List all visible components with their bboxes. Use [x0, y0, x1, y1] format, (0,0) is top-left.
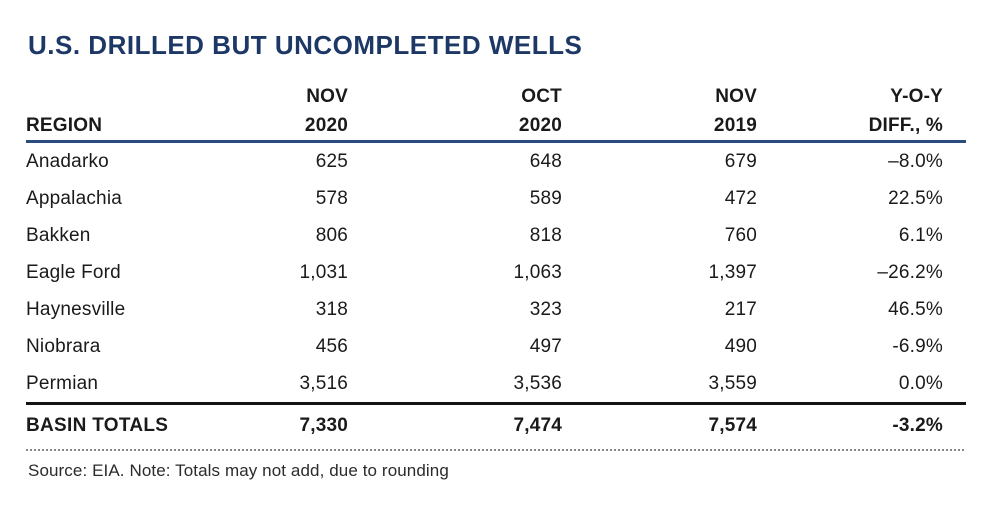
oct-2020-cell: 1,063: [513, 261, 562, 283]
totals-label: BASIN TOTALS: [26, 402, 216, 446]
region-cell: Permian: [26, 372, 99, 394]
duc-wells-table: REGION NOV 2020 OCT 2020 NOV 2019 Y-O-Y …: [26, 82, 966, 446]
totals-row: BASIN TOTALS 7,330 7,474 7,574 -3.2%: [26, 402, 966, 446]
oct-2020-cell: 589: [529, 187, 562, 209]
column-header-yoy-line2: DIFF., %: [868, 115, 943, 136]
nov-2020-cell: 578: [315, 187, 348, 209]
totals-nov-2019-cell: 7,574: [562, 402, 757, 446]
nov-2020-cell: 456: [315, 335, 348, 357]
column-header-region: REGION: [26, 82, 216, 143]
column-header-nov-2020: NOV 2020: [216, 82, 348, 143]
region-cell: Appalachia: [26, 187, 123, 209]
table-row-haynesville: Haynesville 318 323 217 46.5%: [26, 291, 966, 328]
region-cell: Haynesville: [26, 298, 126, 320]
yoy-diff-cell: 22.5%: [888, 187, 943, 209]
table-row-eagle-ford: Eagle Ford 1,031 1,063 1,397 –26.2%: [26, 254, 966, 291]
nov-2019-cell: 760: [724, 224, 757, 246]
nov-2020-cell: 318: [315, 298, 348, 320]
oct-2020-cell: 818: [529, 224, 562, 246]
column-header-nov-2019: NOV 2019: [562, 82, 757, 143]
region-cell: Anadarko: [26, 150, 109, 172]
column-header-oct-2020: OCT 2020: [348, 82, 562, 143]
table-row-anadarko: Anadarko 625 648 679 –8.0%: [26, 142, 966, 181]
nov-2019-cell: 1,397: [708, 261, 757, 283]
column-header-nov-2020-line2: 2020: [304, 115, 348, 136]
dotted-divider: [26, 449, 966, 451]
yoy-diff-cell: –26.2%: [877, 261, 943, 283]
oct-2020-cell: 497: [529, 335, 562, 357]
column-header-yoy-line1: Y-O-Y: [890, 86, 943, 107]
oct-2020-cell: 3,536: [513, 372, 562, 394]
totals-oct-2020-cell: 7,474: [348, 402, 562, 446]
nov-2019-cell: 217: [724, 298, 757, 320]
column-header-yoy-diff: Y-O-Y DIFF., %: [757, 82, 966, 143]
oct-2020-cell: 323: [529, 298, 562, 320]
nov-2019-cell: 472: [724, 187, 757, 209]
nov-2020-cell: 1,031: [299, 261, 348, 283]
totals-yoy-diff-cell: -3.2%: [757, 402, 966, 446]
yoy-diff-cell: –8.0%: [888, 150, 943, 172]
yoy-diff-cell: 6.1%: [898, 224, 943, 246]
nov-2020-cell: 3,516: [299, 372, 348, 394]
column-header-nov-2020-line1: NOV: [306, 86, 348, 107]
yoy-diff-cell: 0.0%: [898, 372, 943, 394]
region-cell: Niobrara: [26, 335, 101, 357]
column-header-nov-2019-line1: NOV: [715, 86, 757, 107]
yoy-diff-cell: 46.5%: [888, 298, 943, 320]
table-row-niobrara: Niobrara 456 497 490 -6.9%: [26, 328, 966, 365]
yoy-diff-cell: -6.9%: [892, 335, 943, 357]
region-cell: Eagle Ford: [26, 261, 121, 283]
nov-2020-cell: 806: [315, 224, 348, 246]
nov-2019-cell: 679: [724, 150, 757, 172]
table-row-permian: Permian 3,516 3,536 3,559 0.0%: [26, 365, 966, 404]
region-cell: Bakken: [26, 224, 91, 246]
nov-2019-cell: 490: [724, 335, 757, 357]
column-header-nov-2019-line2: 2019: [713, 115, 757, 136]
source-note: Source: EIA. Note: Totals may not add, d…: [28, 461, 449, 480]
column-header-oct-2020-line2: 2020: [518, 115, 562, 136]
column-header-region-label: REGION: [26, 115, 103, 136]
nov-2020-cell: 625: [315, 150, 348, 172]
table-header-row: REGION NOV 2020 OCT 2020 NOV 2019 Y-O-Y …: [26, 82, 966, 143]
oct-2020-cell: 648: [529, 150, 562, 172]
column-header-oct-2020-line1: OCT: [521, 86, 562, 107]
table-row-bakken: Bakken 806 818 760 6.1%: [26, 217, 966, 254]
table-row-appalachia: Appalachia 578 589 472 22.5%: [26, 180, 966, 217]
page-title: U.S. DRILLED BUT UNCOMPLETED WELLS: [28, 30, 583, 60]
nov-2019-cell: 3,559: [708, 372, 757, 394]
totals-nov-2020-cell: 7,330: [216, 402, 348, 446]
